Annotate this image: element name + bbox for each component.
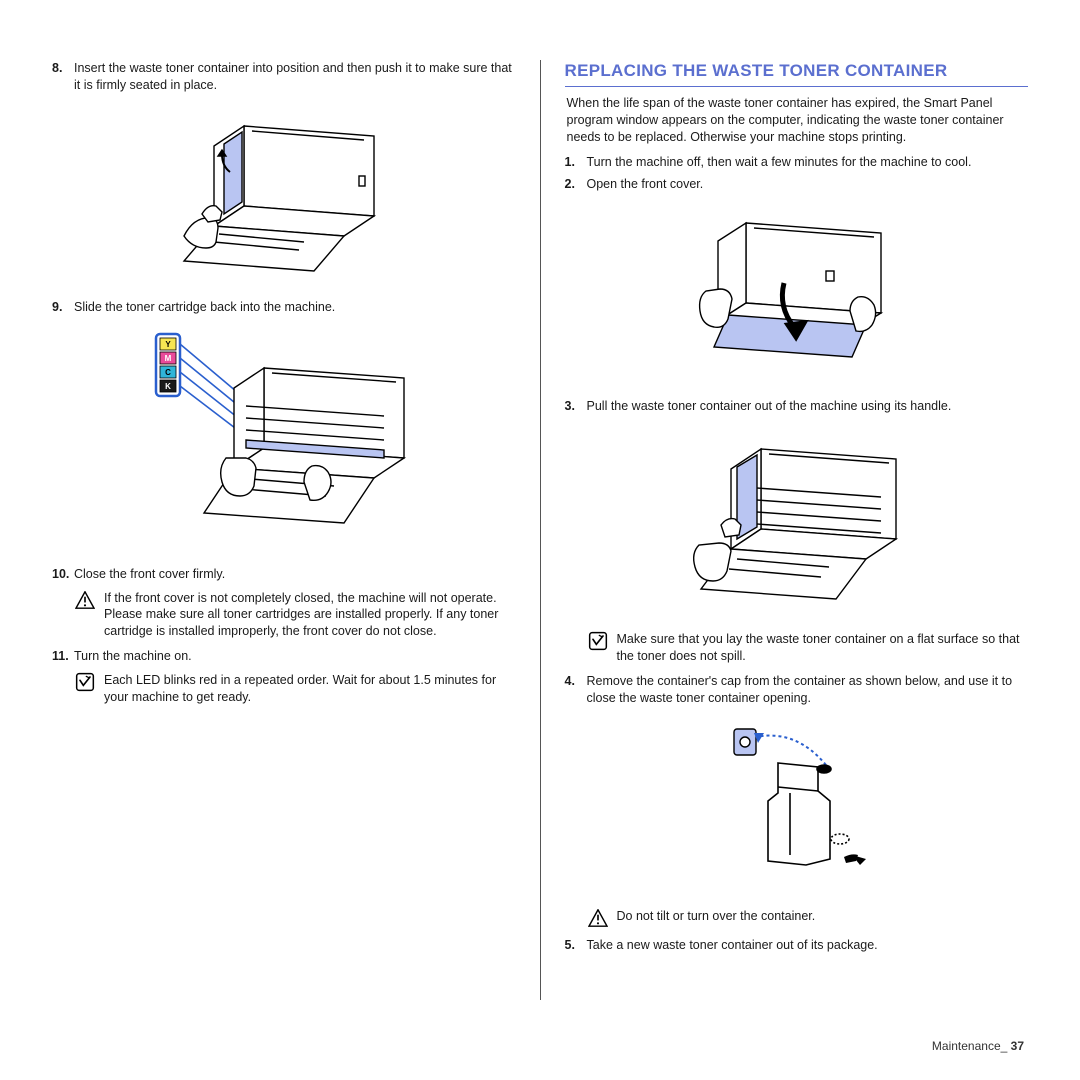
step-number: 11. xyxy=(52,648,74,665)
step-5: 5. Take a new waste toner container out … xyxy=(565,937,1029,954)
note-icon xyxy=(587,630,609,652)
step-1: 1. Turn the machine off, then wait a few… xyxy=(565,154,1029,171)
step-3: 3. Pull the waste toner container out of… xyxy=(565,398,1029,415)
left-column: 8. Insert the waste toner container into… xyxy=(52,60,534,1000)
step-text: Turn the machine off, then wait a few mi… xyxy=(587,154,1029,171)
note-text: Each LED blinks red in a repeated order.… xyxy=(104,671,516,706)
step-2: 2. Open the front cover. xyxy=(565,176,1029,193)
column-divider xyxy=(540,60,541,1000)
step-text: Slide the toner cartridge back into the … xyxy=(74,299,516,316)
figure-slide-cartridge: Y M C K xyxy=(52,328,516,548)
note-flat-surface: Make sure that you lay the waste toner c… xyxy=(565,630,1029,665)
step-number: 4. xyxy=(565,673,587,707)
step-number: 5. xyxy=(565,937,587,954)
step-10: 10. Close the front cover firmly. xyxy=(52,566,516,583)
warning-no-tilt: Do not tilt or turn over the container. xyxy=(565,907,1029,929)
right-column: REPLACING THE WASTE TONER CONTAINER When… xyxy=(547,60,1029,1000)
figure-pull-waste-toner xyxy=(565,427,1029,612)
step-number: 10. xyxy=(52,566,74,583)
step-8: 8. Insert the waste toner container into… xyxy=(52,60,516,94)
figure-open-front-cover xyxy=(565,205,1029,380)
step-number: 1. xyxy=(565,154,587,171)
page-footer: Maintenance_ 37 xyxy=(932,1038,1024,1054)
section-heading: REPLACING THE WASTE TONER CONTAINER xyxy=(565,60,1029,87)
step-text: Take a new waste toner container out of … xyxy=(587,937,1029,954)
manual-page: 8. Insert the waste toner container into… xyxy=(0,0,1080,1040)
note-led-blink: Each LED blinks red in a repeated order.… xyxy=(52,671,516,706)
step-number: 8. xyxy=(52,60,74,94)
toner-y-label: Y xyxy=(165,340,171,349)
step-text: Open the front cover. xyxy=(587,176,1029,193)
step-number: 9. xyxy=(52,299,74,316)
toner-m-label: M xyxy=(164,354,171,363)
section-intro: When the life span of the waste toner co… xyxy=(565,95,1029,146)
step-number: 2. xyxy=(565,176,587,193)
footer-section: Maintenance_ xyxy=(932,1039,1007,1053)
step-text: Close the front cover firmly. xyxy=(74,566,516,583)
note-text: Make sure that you lay the waste toner c… xyxy=(617,630,1029,665)
step-text: Remove the container's cap from the cont… xyxy=(587,673,1029,707)
step-text: Turn the machine on. xyxy=(74,648,516,665)
caution-icon xyxy=(74,589,96,611)
caution-icon xyxy=(587,907,609,929)
toner-k-label: K xyxy=(165,382,171,391)
step-text: Pull the waste toner container out of th… xyxy=(587,398,1029,415)
toner-legend: Y M C K xyxy=(156,334,180,396)
footer-page-number: 37 xyxy=(1011,1039,1024,1053)
step-9: 9. Slide the toner cartridge back into t… xyxy=(52,299,516,316)
toner-c-label: C xyxy=(165,368,171,377)
step-4: 4. Remove the container's cap from the c… xyxy=(565,673,1029,707)
warning-front-cover: If the front cover is not completely clo… xyxy=(52,589,516,641)
warning-text: Do not tilt or turn over the container. xyxy=(617,907,1029,929)
step-number: 3. xyxy=(565,398,587,415)
note-icon xyxy=(74,671,96,693)
figure-insert-waste-toner xyxy=(52,106,516,281)
step-11: 11. Turn the machine on. xyxy=(52,648,516,665)
figure-remove-cap xyxy=(565,719,1029,889)
warning-text: If the front cover is not completely clo… xyxy=(104,589,516,641)
step-text: Insert the waste toner container into po… xyxy=(74,60,516,94)
